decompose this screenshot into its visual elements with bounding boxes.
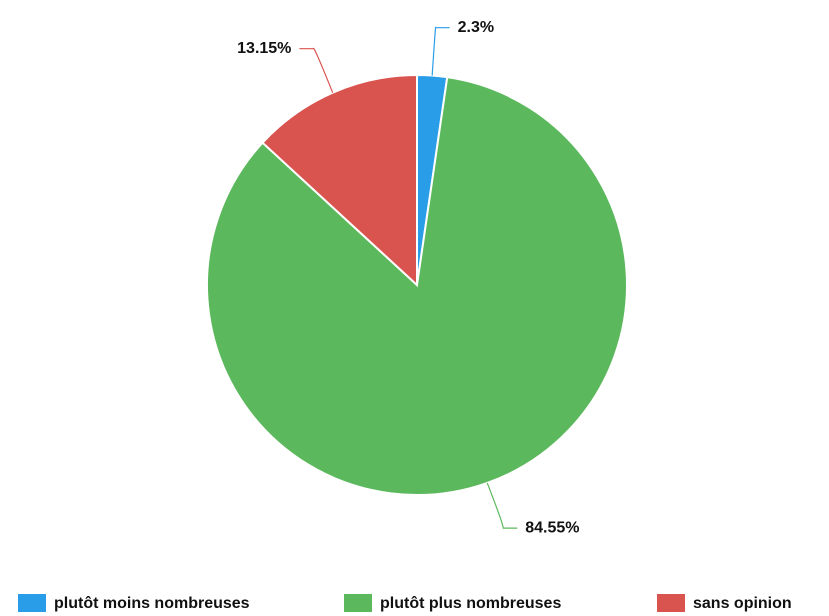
- leader-line: [486, 482, 518, 529]
- data-label: 84.55%: [525, 519, 579, 536]
- legend-swatch: [18, 594, 46, 612]
- legend-swatch: [344, 594, 372, 612]
- pie-slice: [261, 73, 418, 288]
- legend-label: plutôt moins nombreuses: [54, 595, 250, 612]
- leader-line: [431, 26, 450, 76]
- data-label: 13.15%: [237, 40, 291, 57]
- legend-label: sans opinion: [693, 595, 792, 612]
- data-label: 2.3%: [458, 19, 494, 36]
- legend-label: plutôt plus nombreuses: [380, 595, 561, 612]
- legend-swatch: [657, 594, 685, 612]
- leader-line: [299, 47, 334, 93]
